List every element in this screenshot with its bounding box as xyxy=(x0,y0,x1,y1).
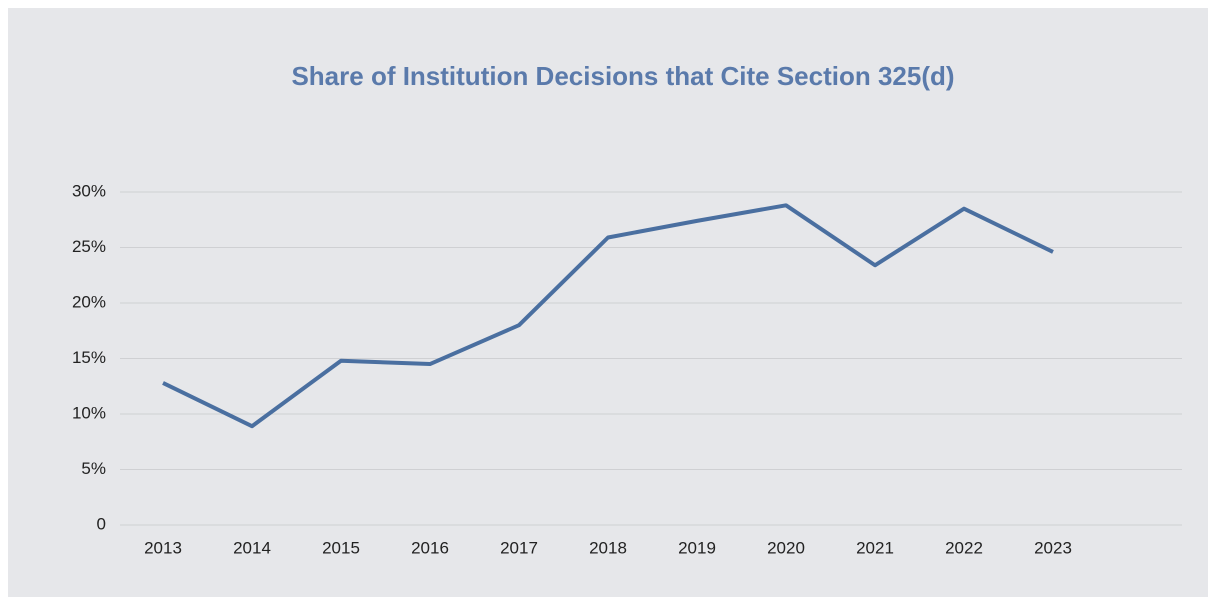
y-tick-label: 0 xyxy=(97,514,106,533)
x-tick-label: 2018 xyxy=(589,538,627,557)
x-tick-label: 2017 xyxy=(500,538,538,557)
chart-title: Share of Institution Decisions that Cite… xyxy=(291,61,954,91)
x-tick-label: 2014 xyxy=(233,538,271,557)
y-tick-label: 25% xyxy=(72,237,106,256)
x-tick-label: 2023 xyxy=(1034,538,1072,557)
x-tick-label: 2015 xyxy=(322,538,360,557)
x-tick-label: 2019 xyxy=(678,538,716,557)
data-line xyxy=(162,203,1054,429)
x-tick-label: 2013 xyxy=(144,538,182,557)
x-tick-label: 2016 xyxy=(411,538,449,557)
y-tick-label: 10% xyxy=(72,403,106,422)
x-tick-label: 2020 xyxy=(767,538,805,557)
y-tick-label: 30% xyxy=(72,181,106,200)
y-tick-label: 20% xyxy=(72,292,106,311)
y-tick-label: 15% xyxy=(72,348,106,367)
x-tick-label: 2021 xyxy=(856,538,894,557)
y-tick-label: 5% xyxy=(81,459,106,478)
x-tick-label: 2022 xyxy=(945,538,983,557)
